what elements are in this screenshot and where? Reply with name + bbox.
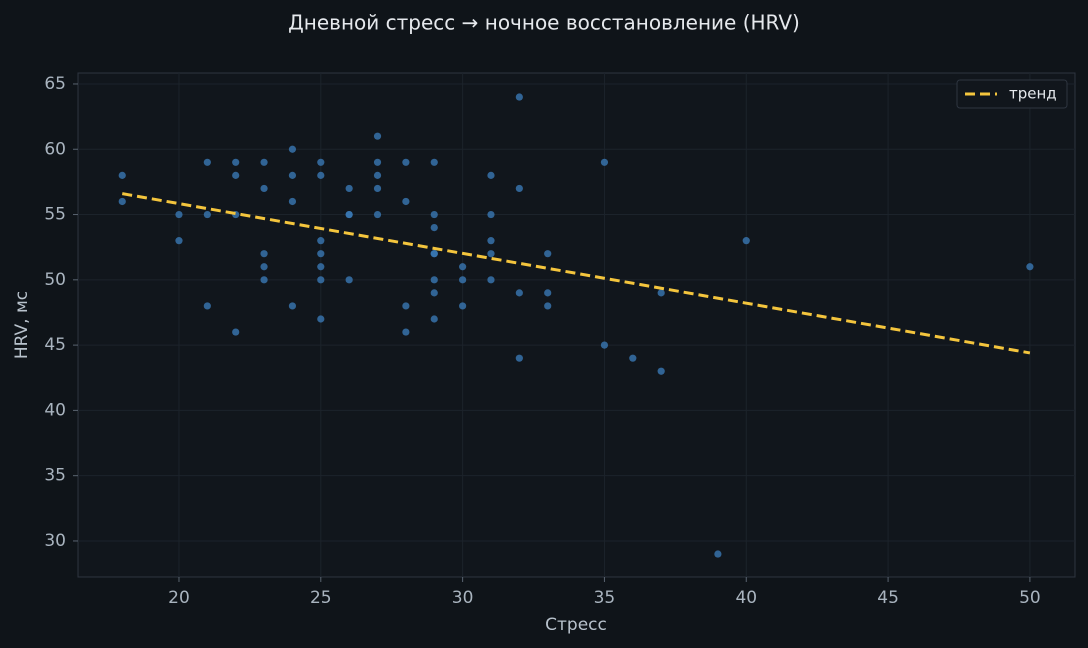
point xyxy=(232,171,240,179)
point xyxy=(345,276,353,284)
point xyxy=(317,158,325,166)
point xyxy=(544,302,552,310)
point xyxy=(317,276,325,284)
point xyxy=(232,328,240,336)
point xyxy=(430,223,438,232)
chart-title: Дневной стресс → ночное восстановление (… xyxy=(288,11,800,35)
point xyxy=(430,289,438,297)
point xyxy=(203,158,211,166)
point xyxy=(232,158,240,166)
point xyxy=(459,302,467,310)
y-tick-label: 40 xyxy=(44,400,66,420)
point xyxy=(487,171,495,179)
point xyxy=(288,145,297,153)
x-tick-label: 30 xyxy=(452,588,474,608)
point xyxy=(515,93,523,101)
point xyxy=(402,197,410,206)
y-tick-label: 45 xyxy=(44,335,66,355)
x-axis-label: Стресс xyxy=(545,615,607,635)
point xyxy=(203,210,211,219)
point xyxy=(1026,263,1034,271)
point xyxy=(260,184,268,193)
trend-line xyxy=(121,192,1031,355)
point xyxy=(317,250,325,258)
point xyxy=(430,315,438,323)
point xyxy=(629,354,637,362)
point xyxy=(430,276,438,284)
point xyxy=(317,263,325,271)
point xyxy=(402,328,410,336)
point xyxy=(203,302,211,310)
point xyxy=(373,210,382,219)
x-tick-label: 25 xyxy=(310,588,332,608)
point xyxy=(260,276,268,284)
point xyxy=(515,354,523,362)
x-tick-label: 40 xyxy=(735,588,757,608)
point xyxy=(714,550,722,558)
point xyxy=(544,289,552,297)
x-tick-label: 50 xyxy=(1019,588,1041,608)
point xyxy=(487,210,495,219)
point xyxy=(175,237,183,245)
y-tick-label: 60 xyxy=(44,139,66,159)
point xyxy=(544,250,552,258)
point xyxy=(373,158,382,166)
x-tick-label: 45 xyxy=(877,588,899,608)
legend-label: тренд xyxy=(1009,85,1057,103)
plot-area xyxy=(77,72,1076,578)
y-tick-label: 65 xyxy=(44,74,66,94)
point xyxy=(657,367,665,375)
point xyxy=(402,158,410,166)
point xyxy=(459,276,467,284)
y-tick-label: 35 xyxy=(44,466,66,486)
point xyxy=(459,263,467,271)
point xyxy=(373,184,382,193)
point xyxy=(118,171,126,179)
point xyxy=(430,250,438,258)
x-tick-label: 20 xyxy=(168,588,190,608)
point xyxy=(373,132,382,140)
y-axis-label: HRV, мс xyxy=(12,291,32,359)
point xyxy=(373,171,382,179)
point xyxy=(600,341,609,349)
point xyxy=(317,171,325,179)
y-tick-label: 50 xyxy=(44,270,66,290)
point xyxy=(515,289,523,297)
point xyxy=(118,197,126,206)
point xyxy=(430,210,438,219)
point xyxy=(345,210,353,219)
point xyxy=(260,263,268,271)
point xyxy=(288,171,297,179)
point xyxy=(487,276,495,284)
point xyxy=(487,250,495,258)
point xyxy=(317,237,325,245)
legend-box xyxy=(956,79,1068,109)
y-tick-label: 55 xyxy=(44,205,66,225)
point xyxy=(600,158,609,166)
point xyxy=(260,250,268,258)
x-tick-label: 35 xyxy=(594,588,616,608)
point xyxy=(657,289,665,297)
point xyxy=(430,158,438,166)
point xyxy=(487,237,495,245)
point xyxy=(317,315,325,323)
point xyxy=(345,184,353,193)
point xyxy=(288,302,297,310)
point xyxy=(515,184,523,193)
point xyxy=(288,197,297,206)
point xyxy=(402,302,410,310)
point xyxy=(260,158,268,166)
point xyxy=(175,210,183,219)
y-tick-label: 30 xyxy=(44,531,66,551)
point xyxy=(742,237,750,245)
